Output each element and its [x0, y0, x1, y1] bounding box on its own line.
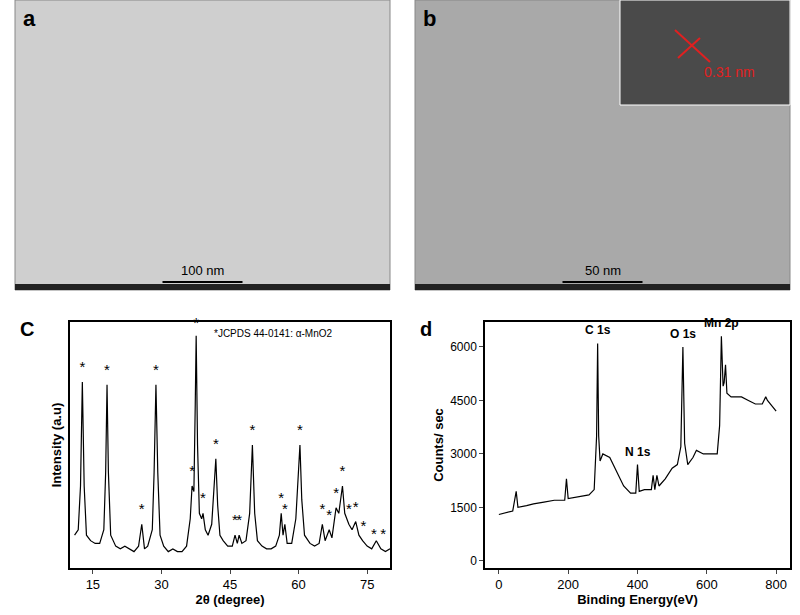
svg-text:N 1s: N 1s [625, 445, 651, 459]
svg-text:100 nm: 100 nm [181, 263, 224, 278]
svg-text:*: * [79, 358, 85, 375]
svg-text:Binding Energy(eV): Binding Energy(eV) [577, 592, 698, 607]
svg-text:200: 200 [557, 577, 579, 592]
svg-text:d: d [420, 318, 432, 340]
svg-text:*: * [319, 500, 325, 517]
svg-text:600: 600 [696, 577, 718, 592]
svg-text:C: C [20, 318, 34, 340]
svg-text:*: * [297, 421, 303, 438]
svg-text:b: b [423, 6, 436, 31]
svg-text:*: * [189, 462, 195, 479]
svg-text:0: 0 [470, 554, 477, 568]
svg-text:Intensity (a.u): Intensity (a.u) [49, 403, 64, 488]
svg-text:400: 400 [627, 577, 649, 592]
svg-text:*: * [353, 498, 359, 515]
svg-text:2θ (degree): 2θ (degree) [195, 592, 264, 607]
svg-text:800: 800 [765, 577, 787, 592]
svg-text:*: * [249, 421, 255, 438]
svg-text:*: * [380, 525, 386, 542]
svg-text:Mn 2p: Mn 2p [704, 316, 739, 330]
svg-text:4500: 4500 [450, 394, 477, 408]
svg-text:*: * [282, 500, 288, 517]
svg-text:*: * [153, 361, 159, 378]
svg-text:C 1s: C 1s [585, 323, 611, 337]
svg-text:0.31 nm: 0.31 nm [704, 64, 755, 80]
svg-text:*JCPDS 44-0141: α-MnO2: *JCPDS 44-0141: α-MnO2 [214, 328, 332, 339]
svg-text:*: * [139, 500, 145, 517]
svg-text:*: * [213, 435, 219, 452]
svg-text:*: * [232, 511, 238, 528]
svg-text:50 nm: 50 nm [585, 263, 621, 278]
svg-text:30: 30 [154, 577, 168, 592]
svg-text:*: * [340, 462, 346, 479]
svg-text:*: * [278, 489, 284, 506]
svg-text:Counts/ sec: Counts/ sec [431, 408, 446, 482]
svg-text:75: 75 [360, 577, 374, 592]
svg-text:0: 0 [495, 577, 502, 592]
svg-text:60: 60 [291, 577, 305, 592]
svg-text:6000: 6000 [450, 340, 477, 354]
svg-text:45: 45 [223, 577, 237, 592]
svg-text:*: * [193, 314, 199, 331]
svg-text:*: * [333, 484, 339, 501]
svg-text:1500: 1500 [450, 501, 477, 515]
svg-text:*: * [326, 506, 332, 523]
svg-text:3000: 3000 [450, 447, 477, 461]
svg-text:*: * [361, 517, 367, 534]
svg-text:*: * [236, 511, 242, 528]
svg-text:*: * [104, 361, 110, 378]
svg-text:*: * [371, 525, 377, 542]
svg-text:*: * [200, 489, 206, 506]
svg-text:*: * [346, 500, 352, 517]
svg-text:a: a [23, 6, 36, 31]
svg-text:O 1s: O 1s [670, 327, 696, 341]
svg-text:15: 15 [86, 577, 100, 592]
